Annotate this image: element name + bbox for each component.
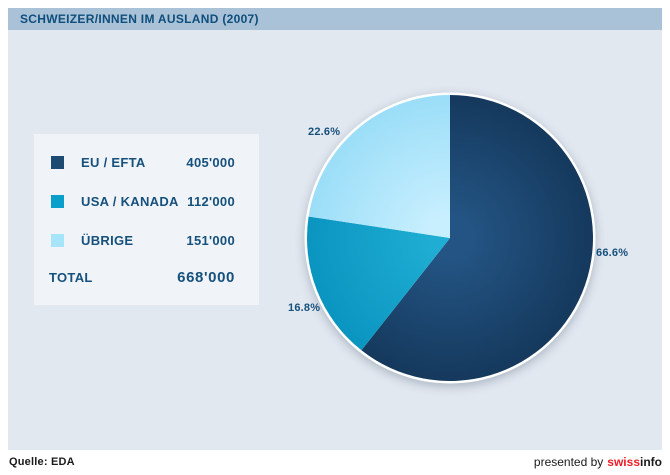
legend-total-value: 668'000: [177, 268, 235, 286]
pie-percent-label-uebrige: 22.6%: [308, 126, 341, 138]
legend-item-eu-efta: EU / EFTA 405'000: [34, 154, 259, 170]
legend-swatch-usa-kanada: [51, 194, 64, 208]
title-bar: SCHWEIZER/INNEN IM AUSLAND (2007): [8, 8, 662, 30]
legend-label: USA / KANADA: [81, 193, 179, 209]
legend-item-usa-kanada: USA / KANADA 112'000: [34, 193, 259, 209]
page-title: SCHWEIZER/INNEN IM AUSLAND (2007): [20, 12, 259, 26]
presented-by: presented by swissinfo: [534, 455, 662, 469]
chart-panel: EU / EFTA 405'000 USA / KANADA 112'000 Ü…: [8, 30, 662, 450]
legend-total-row: TOTAL 668'000: [34, 268, 259, 286]
legend-total-label: TOTAL: [49, 269, 93, 285]
pie-slice-usa-kanada: [307, 216, 450, 351]
legend-value: 405'000: [186, 154, 235, 170]
pie-percent-label-usa-kanada: 16.8%: [288, 302, 321, 314]
pie-slice-brige: [308, 95, 450, 238]
pie-percent-label-eu-efta: 66.6%: [596, 247, 629, 259]
legend-box: EU / EFTA 405'000 USA / KANADA 112'000 Ü…: [34, 134, 259, 305]
source-note: Quelle: EDA: [9, 456, 75, 468]
legend-value: 112'000: [187, 193, 235, 209]
legend-label: ÜBRIGE: [81, 232, 134, 248]
brand-swiss: swiss: [607, 455, 640, 469]
pie-chart-container: [300, 88, 600, 388]
presented-by-text: presented by: [533, 455, 604, 469]
legend-swatch-uebrige: [51, 233, 64, 247]
legend-value: 151'000: [186, 232, 235, 248]
legend-swatch-eu-efta: [51, 155, 64, 169]
brand-info: info: [640, 455, 662, 469]
legend-label: EU / EFTA: [81, 154, 146, 170]
legend-item-uebrige: ÜBRIGE 151'000: [34, 232, 259, 248]
pie-slice-eu-efta: [361, 95, 593, 381]
pie-chart: [304, 92, 596, 384]
